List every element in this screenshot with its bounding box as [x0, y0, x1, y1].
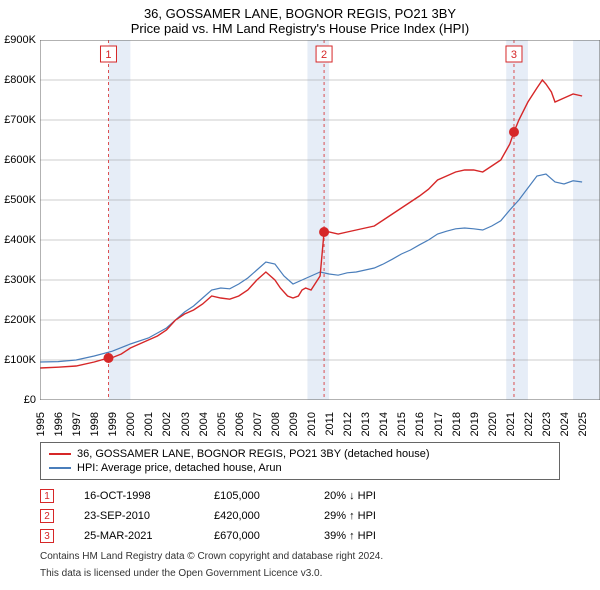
x-tick-label: 2011: [324, 412, 336, 436]
x-tick-label: 1999: [107, 412, 119, 436]
sale-marker-box: 1: [40, 489, 54, 503]
x-tick-label: 2025: [577, 412, 589, 436]
sale-price: £105,000: [214, 490, 294, 502]
y-axis-labels: £0£100K£200K£300K£400K£500K£600K£700K£80…: [0, 40, 38, 400]
sale-diff: 29% ↑ HPI: [324, 510, 424, 522]
x-tick-label: 2013: [360, 412, 372, 436]
legend-item: HPI: Average price, detached house, Arun: [49, 461, 551, 475]
x-tick-label: 2021: [505, 412, 517, 436]
x-tick-label: 2009: [288, 412, 300, 436]
x-tick-label: 1997: [71, 412, 83, 436]
chart-area: £0£100K£200K£300K£400K£500K£600K£700K£80…: [40, 40, 600, 400]
y-tick-label: £600K: [4, 154, 36, 166]
legend-swatch: [49, 453, 71, 455]
x-tick-label: 2016: [414, 412, 426, 436]
x-tick-label: 2000: [125, 412, 137, 436]
y-tick-label: £200K: [4, 314, 36, 326]
legend-label: 36, GOSSAMER LANE, BOGNOR REGIS, PO21 3B…: [77, 448, 430, 460]
x-tick-label: 2008: [270, 412, 282, 436]
sales-table: 1 16-OCT-1998 £105,000 20% ↓ HPI 2 23-SE…: [40, 486, 560, 546]
x-tick-label: 1996: [53, 412, 65, 436]
y-tick-label: £900K: [4, 34, 36, 46]
sale-marker-box: 3: [40, 529, 54, 543]
x-tick-label: 2014: [378, 412, 390, 436]
legend-item: 36, GOSSAMER LANE, BOGNOR REGIS, PO21 3B…: [49, 447, 551, 461]
footnote-line-2: This data is licensed under the Open Gov…: [40, 567, 560, 580]
x-tick-label: 2010: [306, 412, 318, 436]
y-tick-label: £500K: [4, 194, 36, 206]
page-title: 36, GOSSAMER LANE, BOGNOR REGIS, PO21 3B…: [0, 0, 600, 21]
x-axis-labels: 1995199619971998199920002001200220032004…: [40, 402, 600, 436]
y-tick-label: £800K: [4, 74, 36, 86]
x-tick-label: 2020: [487, 412, 499, 436]
legend-swatch: [49, 467, 71, 469]
sale-row: 2 23-SEP-2010 £420,000 29% ↑ HPI: [40, 506, 560, 526]
x-tick-label: 2012: [342, 412, 354, 436]
x-tick-label: 2024: [559, 412, 571, 436]
sale-row: 3 25-MAR-2021 £670,000 39% ↑ HPI: [40, 526, 560, 546]
y-tick-label: £300K: [4, 274, 36, 286]
y-tick-label: £0: [24, 394, 36, 406]
x-tick-label: 2019: [469, 412, 481, 436]
legend-label: HPI: Average price, detached house, Arun: [77, 462, 282, 474]
sale-date: 16-OCT-1998: [84, 490, 184, 502]
x-tick-label: 2006: [234, 412, 246, 436]
x-tick-label: 2007: [252, 412, 264, 436]
x-tick-label: 2005: [216, 412, 228, 436]
x-tick-label: 2018: [451, 412, 463, 436]
y-tick-label: £400K: [4, 234, 36, 246]
x-tick-label: 2003: [180, 412, 192, 436]
sale-marker-box: 2: [40, 509, 54, 523]
sale-diff: 20% ↓ HPI: [324, 490, 424, 502]
x-tick-label: 1995: [35, 412, 47, 436]
y-tick-label: £700K: [4, 114, 36, 126]
page-subtitle: Price paid vs. HM Land Registry's House …: [0, 21, 600, 40]
svg-text:2: 2: [321, 49, 327, 61]
x-tick-label: 1998: [89, 412, 101, 436]
y-tick-label: £100K: [4, 354, 36, 366]
legend: 36, GOSSAMER LANE, BOGNOR REGIS, PO21 3B…: [40, 442, 560, 480]
chart-svg: 1 2 3: [40, 40, 600, 400]
sale-row: 1 16-OCT-1998 £105,000 20% ↓ HPI: [40, 486, 560, 506]
sale-date: 23-SEP-2010: [84, 510, 184, 522]
sale-price: £670,000: [214, 530, 294, 542]
x-tick-label: 2023: [541, 412, 553, 436]
x-tick-label: 2001: [143, 412, 155, 436]
svg-text:3: 3: [511, 49, 517, 61]
x-tick-label: 2022: [523, 412, 535, 436]
sale-price: £420,000: [214, 510, 294, 522]
x-tick-label: 2017: [433, 412, 445, 436]
x-tick-label: 2015: [396, 412, 408, 436]
x-tick-label: 2002: [161, 412, 173, 436]
footnote-line-1: Contains HM Land Registry data © Crown c…: [40, 550, 560, 563]
x-tick-label: 2004: [198, 412, 210, 436]
sale-date: 25-MAR-2021: [84, 530, 184, 542]
svg-text:1: 1: [105, 49, 111, 61]
sale-diff: 39% ↑ HPI: [324, 530, 424, 542]
